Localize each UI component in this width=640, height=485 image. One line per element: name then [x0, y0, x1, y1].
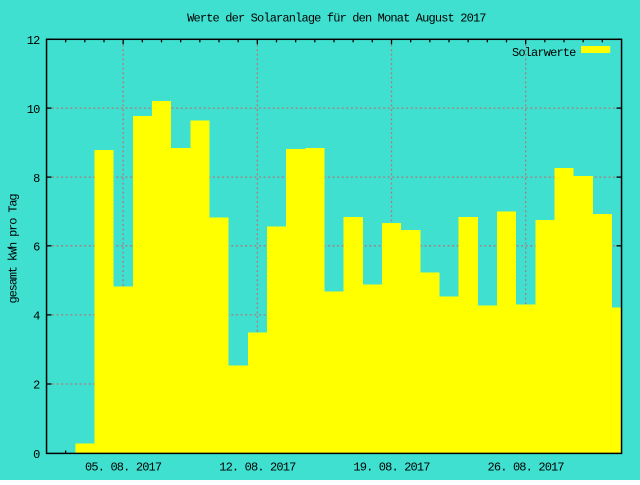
svg-text:19. 08. 2017: 19. 08. 2017 [353, 461, 430, 475]
svg-text:2: 2 [33, 379, 40, 393]
svg-text:Werte der Solaranlage für den: Werte der Solaranlage für den Monat Augu… [187, 12, 486, 26]
svg-text:12. 08. 2017: 12. 08. 2017 [219, 461, 296, 475]
svg-text:26. 08. 2017: 26. 08. 2017 [488, 461, 565, 475]
svg-text:4: 4 [33, 310, 40, 324]
svg-text:gesamt kWh pro Tag: gesamt kWh pro Tag [7, 194, 21, 304]
svg-text:0: 0 [33, 448, 40, 462]
svg-text:05. 08. 2017: 05. 08. 2017 [85, 461, 162, 475]
svg-text:12: 12 [27, 34, 40, 48]
svg-text:Solarwerte: Solarwerte [512, 46, 576, 60]
svg-text:8: 8 [33, 172, 40, 186]
svg-text:6: 6 [33, 241, 40, 255]
svg-text:10: 10 [27, 103, 40, 117]
